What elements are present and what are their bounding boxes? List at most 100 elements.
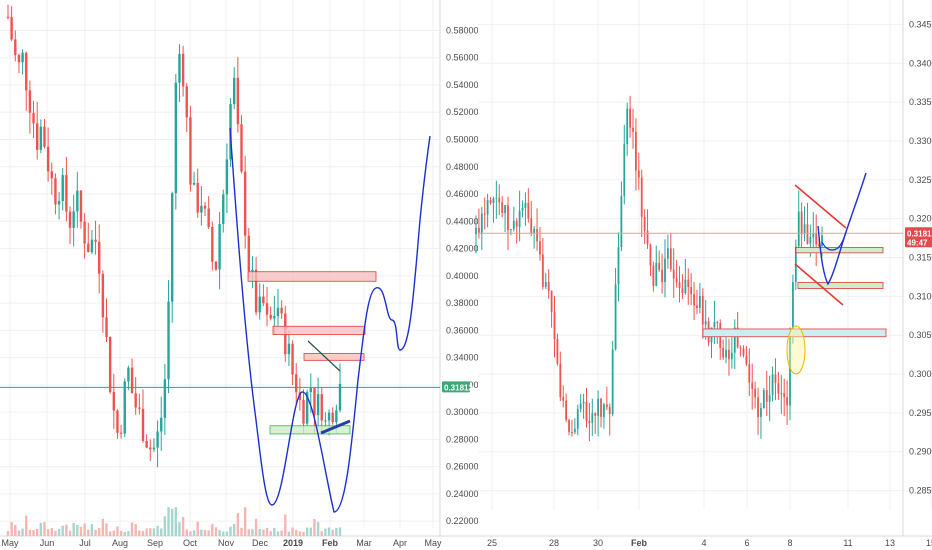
wedge-upper-line[interactable] bbox=[794, 184, 847, 229]
volume-bar bbox=[57, 528, 61, 536]
time-axis-tick-label: 15 bbox=[926, 538, 932, 548]
time-axis-tick-label: Apr bbox=[393, 538, 407, 548]
right-chart-panel[interactable]: 0.34500 0.34000 0.33500 0.33000 0.32500 0.320… bbox=[475, 0, 932, 550]
candle-body bbox=[483, 213, 486, 215]
current-price-tag-label: 0.31812 bbox=[444, 383, 473, 392]
candle-body bbox=[203, 205, 207, 209]
volume-bar bbox=[258, 528, 261, 536]
resistance-zone[interactable] bbox=[303, 353, 365, 361]
candle-body bbox=[765, 390, 768, 402]
price-axis-tick-label: 0.30000 bbox=[909, 369, 932, 379]
candle-body bbox=[338, 383, 342, 411]
volume-bar bbox=[265, 527, 269, 536]
candle-body bbox=[119, 432, 123, 434]
candle-body bbox=[331, 412, 334, 423]
support-zone[interactable] bbox=[269, 425, 351, 435]
wedge-lower-line[interactable] bbox=[794, 263, 844, 306]
candle-body bbox=[251, 269, 254, 272]
candle-body bbox=[79, 190, 83, 222]
candle-body bbox=[696, 305, 698, 309]
candle-body bbox=[200, 205, 203, 213]
volume-bar bbox=[105, 523, 108, 536]
candle-body bbox=[214, 261, 218, 270]
volume-bar bbox=[94, 529, 97, 536]
candle-body bbox=[559, 363, 562, 398]
candle-body bbox=[25, 52, 28, 91]
candle-body bbox=[803, 224, 806, 235]
candle-body bbox=[672, 269, 675, 279]
candles-group bbox=[475, 95, 823, 442]
candle-body bbox=[603, 404, 605, 417]
demand-zone-cyan[interactable] bbox=[702, 328, 887, 338]
volume-bar bbox=[236, 513, 240, 536]
candle-body bbox=[43, 126, 46, 147]
candle-body bbox=[28, 90, 32, 113]
volume-bar bbox=[331, 529, 334, 536]
volume-bar bbox=[305, 527, 309, 536]
candle-body bbox=[565, 400, 568, 420]
candle-body bbox=[265, 303, 269, 315]
candle-body bbox=[739, 347, 742, 349]
volume-bar bbox=[222, 531, 225, 536]
price-axis-tick-label: 0.52000 bbox=[446, 107, 479, 117]
candle-body bbox=[649, 244, 652, 266]
volume-bar bbox=[269, 531, 272, 536]
time-axis-tick-label: Nov bbox=[218, 538, 235, 548]
volume-bar bbox=[72, 522, 75, 536]
volume-bar bbox=[46, 529, 50, 536]
highlight-ellipse[interactable] bbox=[786, 325, 806, 375]
candle-body bbox=[678, 282, 681, 289]
volume-bar bbox=[298, 531, 302, 536]
resistance-zone[interactable] bbox=[272, 325, 366, 335]
volume-bar bbox=[32, 529, 35, 536]
projection-path[interactable] bbox=[229, 127, 431, 513]
candle-body bbox=[32, 112, 35, 124]
trend-line-support[interactable] bbox=[320, 419, 351, 435]
time-axis-tick-label: 25 bbox=[487, 538, 497, 548]
candle-body bbox=[6, 16, 10, 18]
volume-bar bbox=[79, 526, 83, 536]
candle-body bbox=[130, 367, 134, 394]
candle-body bbox=[21, 52, 24, 63]
candle-body bbox=[768, 395, 771, 402]
candle-body bbox=[620, 196, 623, 248]
volume-bar bbox=[25, 515, 28, 536]
time-axis-tick-label: 11 bbox=[843, 538, 852, 548]
volume-bar bbox=[160, 528, 163, 536]
current-price-tag bbox=[905, 227, 932, 248]
volume-bar bbox=[65, 524, 68, 536]
candle-body bbox=[637, 170, 640, 178]
projection-path[interactable] bbox=[817, 172, 867, 286]
candle-body bbox=[512, 220, 515, 230]
candle-body bbox=[530, 218, 533, 234]
candle-body bbox=[313, 388, 316, 416]
candle-body bbox=[646, 230, 649, 245]
price-axis-tick-label: 0.50000 bbox=[446, 135, 479, 145]
candle-body bbox=[780, 393, 783, 395]
volume-bar bbox=[280, 530, 283, 536]
volume-bar bbox=[98, 528, 101, 536]
candle-body bbox=[725, 349, 727, 358]
candle-body bbox=[145, 440, 148, 448]
projection-cup[interactable] bbox=[821, 231, 847, 251]
candle-body bbox=[225, 159, 229, 195]
left-chart-panel[interactable]: 0.58000 0.56000 0.54000 0.52000 0.50000 0.480… bbox=[0, 0, 479, 550]
price-axis-tick-label: 0.30000 bbox=[446, 407, 479, 417]
trend-line[interactable] bbox=[307, 340, 341, 372]
price-axis-tick-label: 0.36000 bbox=[446, 325, 479, 335]
candle-body bbox=[152, 447, 156, 450]
volume-bar bbox=[141, 530, 145, 536]
candle-body bbox=[174, 82, 178, 194]
candle-body bbox=[35, 123, 39, 150]
volume-bar bbox=[262, 529, 265, 536]
candle-body bbox=[792, 282, 794, 331]
volume-bar bbox=[152, 528, 156, 536]
volume-bar bbox=[50, 528, 53, 536]
support-zone[interactable] bbox=[797, 281, 884, 289]
resistance-zone[interactable] bbox=[247, 271, 377, 282]
time-axis-tick-label: Feb bbox=[322, 538, 339, 548]
candle-body bbox=[585, 401, 588, 421]
candle-body bbox=[675, 278, 678, 283]
volume-bar bbox=[28, 529, 32, 536]
